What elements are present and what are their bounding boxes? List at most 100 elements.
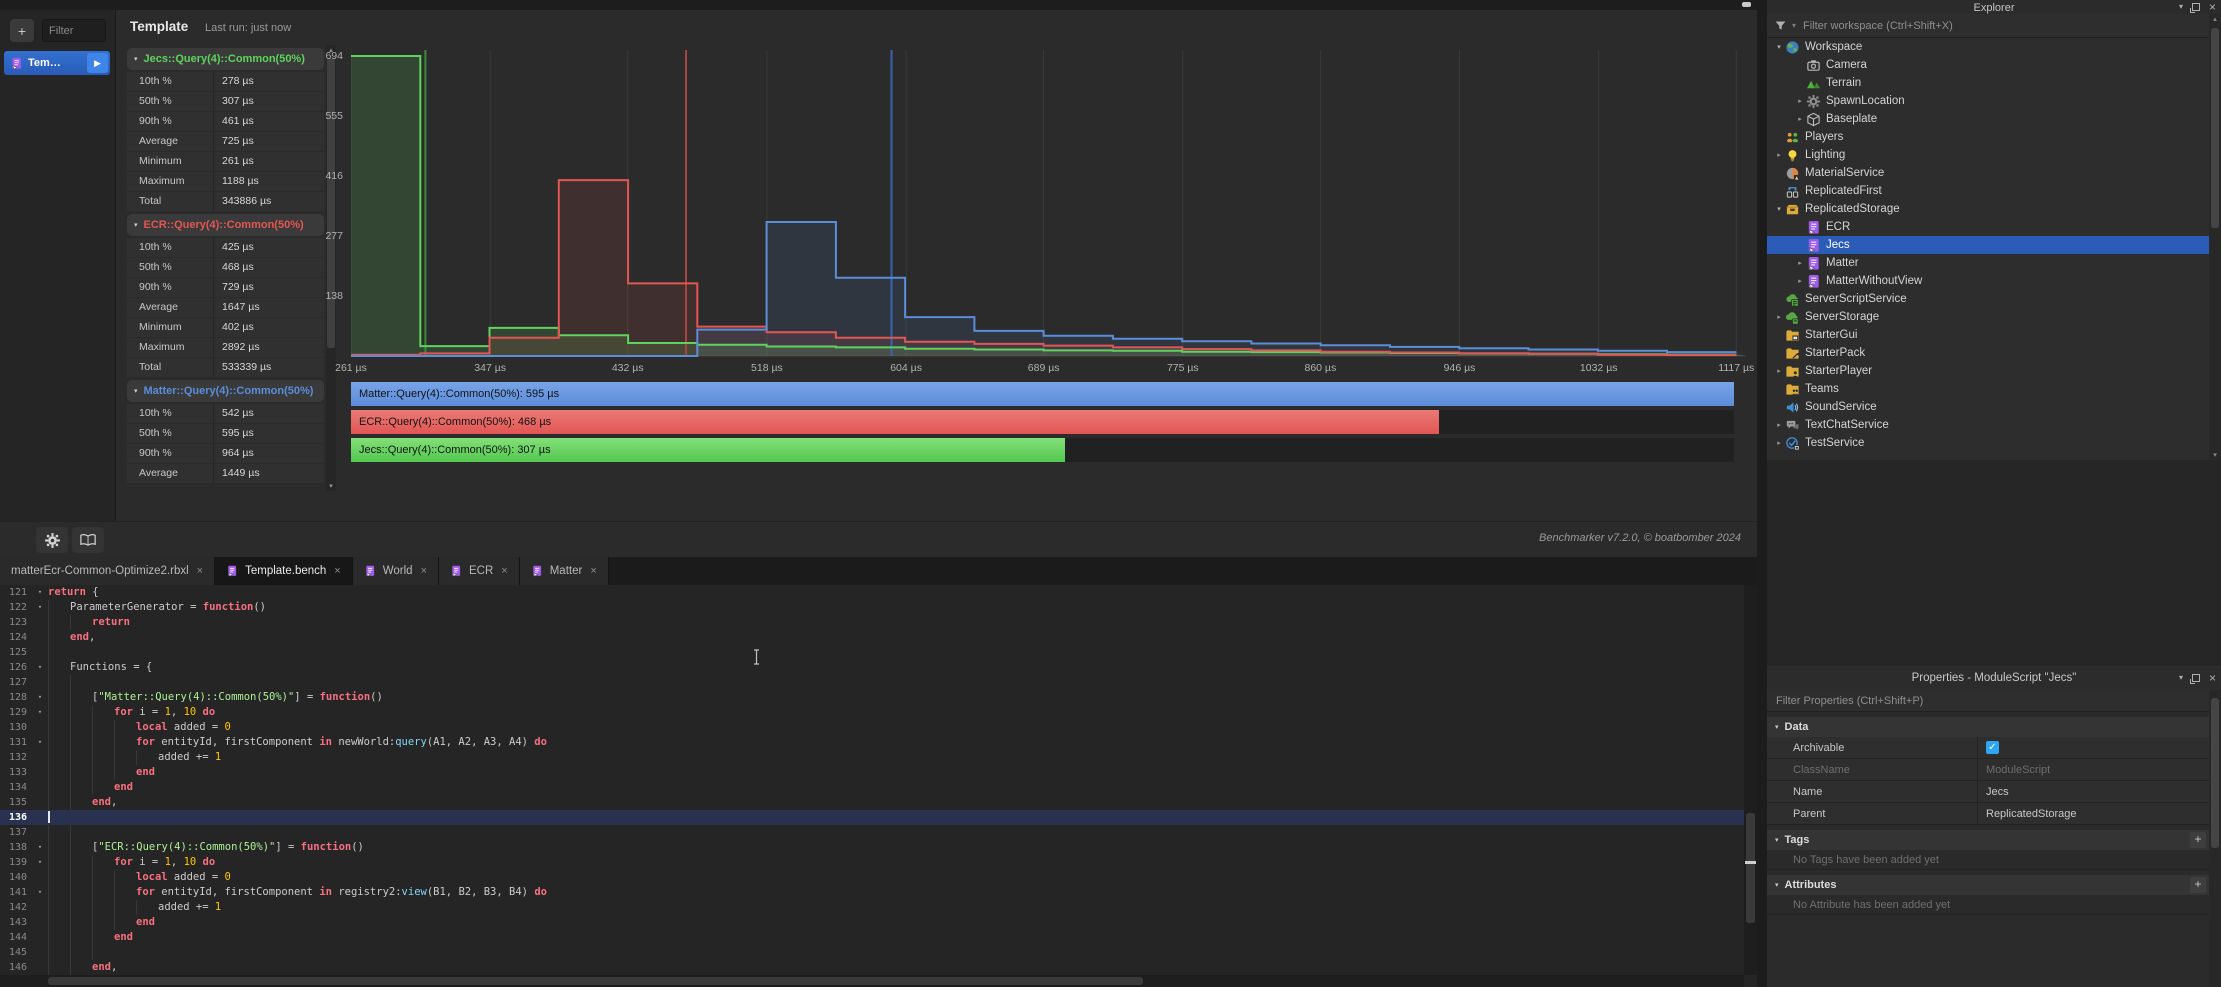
scroll-down-icon[interactable]: ▾ — [2213, 452, 2217, 459]
code-line[interactable]: 127 — [0, 675, 1744, 690]
property-value[interactable]: Jecs — [1977, 781, 2209, 802]
tree-item-materialservice[interactable]: MaterialService — [1767, 164, 2209, 182]
code-line[interactable]: 123 return — [0, 615, 1744, 630]
tree-item-jecs[interactable]: Jecs — [1767, 236, 2209, 254]
code-line[interactable]: 143 end — [0, 915, 1744, 930]
tree-item-lighting[interactable]: ▸ Lighting — [1767, 146, 2209, 164]
tab-matter[interactable]: Matter × — [519, 557, 609, 585]
scroll-up-icon[interactable]: ▴ — [329, 47, 333, 54]
tree-item-terrain[interactable]: Terrain — [1767, 74, 2209, 92]
fold-arrow-icon[interactable]: ▾ — [37, 603, 43, 611]
tab-template-bench[interactable]: Template.bench × — [215, 557, 353, 585]
close-icon[interactable]: × — [2208, 671, 2216, 685]
add-attributes-button[interactable]: + — [2190, 877, 2206, 893]
tab-world[interactable]: World × — [352, 557, 439, 585]
panel-collapse-icon[interactable]: ▾ — [2178, 673, 2183, 682]
properties-scrollbar[interactable] — [2209, 690, 2221, 987]
expand-arrow-icon[interactable]: ▸ — [1777, 422, 1781, 429]
benchmark-filter-input[interactable] — [42, 19, 106, 42]
code-line[interactable]: 139 ▾ for i = 1, 10 do — [0, 855, 1744, 870]
settings-button[interactable] — [36, 527, 68, 553]
code-line[interactable]: 136 — [0, 810, 1744, 825]
add-benchmark-button[interactable]: + — [10, 19, 34, 42]
tree-item-starterpack[interactable]: StarterPack — [1767, 344, 2209, 362]
code-line[interactable]: 125 — [0, 645, 1744, 660]
legend-bar[interactable]: Jecs::Query(4)::Common(50%): 307 µs — [351, 438, 1065, 462]
benchmark-file-tab[interactable]: Tem… ▶ — [4, 51, 110, 75]
close-icon[interactable]: × — [420, 565, 427, 577]
code-area[interactable]: 121 ▾ return {122 ▾ ParameterGenerator = fun… — [0, 585, 1744, 975]
fold-arrow-icon[interactable]: ▾ — [37, 588, 43, 596]
code-line[interactable]: 137 — [0, 825, 1744, 840]
expand-arrow-icon[interactable]: ▸ — [1798, 278, 1802, 285]
properties-section-tags[interactable]: ▾ Tags + — [1767, 830, 2209, 850]
scrollbar-thumb[interactable] — [48, 977, 1143, 985]
property-value[interactable]: ✓ — [1977, 737, 2209, 758]
tree-item-soundservice[interactable]: SoundService — [1767, 398, 2209, 416]
fold-arrow-icon[interactable]: ▾ — [37, 708, 43, 716]
close-icon[interactable]: × — [590, 565, 597, 577]
tree-item-replicatedstorage[interactable]: ▾ ReplicatedStorage — [1767, 200, 2209, 218]
tree-item-camera[interactable]: Camera — [1767, 56, 2209, 74]
code-line[interactable]: 140 local added = 0 — [0, 870, 1744, 885]
code-line[interactable]: 131 ▾ for entityId, firstComponent in newW… — [0, 735, 1744, 750]
code-line[interactable]: 128 ▾["Matter::Query(4)::Common(50%)"] = … — [0, 690, 1744, 705]
code-line[interactable]: 146 end, — [0, 960, 1744, 975]
panel-collapse-icon[interactable]: ▾ — [2178, 2, 2183, 11]
scrollbar-thumb[interactable] — [327, 58, 335, 348]
code-line[interactable]: 130 local added = 0 — [0, 720, 1744, 735]
code-line[interactable]: 126 ▾ Functions = { — [0, 660, 1744, 675]
fold-arrow-icon[interactable]: ▾ — [37, 693, 43, 701]
code-line[interactable]: 124 end, — [0, 630, 1744, 645]
tree-item-serverscriptservice[interactable]: ServerScriptService — [1767, 290, 2209, 308]
fold-arrow-icon[interactable]: ▾ — [37, 843, 43, 851]
tree-item-players[interactable]: Players — [1767, 128, 2209, 146]
scroll-down-icon[interactable]: ▾ — [329, 483, 333, 490]
properties-section-attributes[interactable]: ▾ Attributes + — [1767, 875, 2209, 895]
code-line[interactable]: 144 end — [0, 930, 1744, 945]
explorer-scrollbar[interactable]: ▴ ▾ — [2209, 14, 2221, 460]
expand-arrow-icon[interactable]: ▸ — [1798, 260, 1802, 267]
tree-item-workspace[interactable]: ▾ Workspace — [1767, 38, 2209, 56]
expand-arrow-icon[interactable]: ▸ — [1777, 440, 1781, 447]
tree-item-ecr[interactable]: ECR — [1767, 218, 2209, 236]
expand-arrow-icon[interactable]: ▸ — [1798, 116, 1802, 123]
scrollbar-thumb[interactable] — [1746, 813, 1755, 923]
legend-bar[interactable]: Matter::Query(4)::Common(50%): 595 µs — [351, 382, 1734, 406]
property-value[interactable]: ReplicatedStorage — [1977, 803, 2209, 824]
expand-arrow-icon[interactable]: ▸ — [1777, 152, 1781, 159]
fold-arrow-icon[interactable]: ▾ — [37, 858, 43, 866]
scrollbar-thumb[interactable] — [2211, 28, 2219, 228]
code-line[interactable]: 129 ▾ for i = 1, 10 do — [0, 705, 1744, 720]
checkbox-checked-icon[interactable]: ✓ — [1986, 741, 1999, 754]
code-line[interactable]: 122 ▾ ParameterGenerator = function() — [0, 600, 1744, 615]
tree-item-serverstorage[interactable]: ▸ ServerStorage — [1767, 308, 2209, 326]
tab-ecr[interactable]: ECR × — [439, 557, 520, 585]
stats-section-header[interactable]: ▾ ECR::Query(4)::Common(50%) — [127, 214, 324, 236]
panel-popout-icon[interactable] — [2189, 3, 2200, 13]
code-line[interactable]: 145 — [0, 945, 1744, 960]
expand-arrow-icon[interactable]: ▸ — [1798, 98, 1802, 105]
editor-horizontal-scrollbar[interactable] — [0, 975, 1744, 987]
code-line[interactable]: 142 added += 1 — [0, 900, 1744, 915]
legend-bar[interactable]: ECR::Query(4)::Common(50%): 468 µs — [351, 410, 1439, 434]
chevron-down-icon[interactable]: ▾ — [1792, 21, 1797, 30]
tree-item-spawnlocation[interactable]: ▸ SpawnLocation — [1767, 92, 2209, 110]
close-icon[interactable]: × — [334, 565, 341, 577]
close-icon[interactable]: × — [2208, 0, 2216, 14]
explorer-filter-input[interactable] — [1801, 18, 2205, 33]
panel-popout-icon[interactable] — [2189, 674, 2200, 684]
tree-item-testservice[interactable]: ▸ TestService — [1767, 434, 2209, 452]
properties-filter-input[interactable] — [1774, 693, 2205, 708]
expand-arrow-icon[interactable]: ▾ — [1777, 44, 1781, 51]
tree-item-replicatedfirst[interactable]: ReplicatedFirst — [1767, 182, 2209, 200]
fold-arrow-icon[interactable]: ▾ — [37, 888, 43, 896]
tree-item-starterplayer[interactable]: ▸ StarterPlayer — [1767, 362, 2209, 380]
stats-section-header[interactable]: ▾ Jecs::Query(4)::Common(50%) — [127, 48, 324, 70]
editor-vertical-scrollbar[interactable] — [1744, 585, 1757, 975]
stats-scrollbar[interactable]: ▴ ▾ — [326, 45, 336, 491]
code-line[interactable]: 121 ▾ return { — [0, 585, 1744, 600]
tree-item-matter[interactable]: ▸ Matter — [1767, 254, 2209, 272]
fold-arrow-icon[interactable]: ▾ — [37, 663, 43, 671]
docs-button[interactable] — [72, 527, 104, 553]
